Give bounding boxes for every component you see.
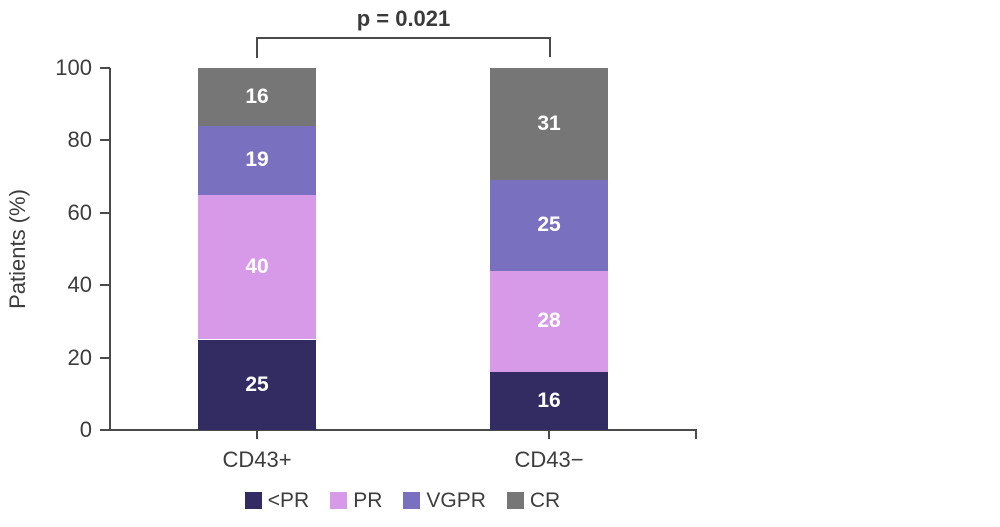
legend-item: PR xyxy=(330,490,382,511)
bar-value-label: 40 xyxy=(245,255,269,279)
y-tick-label: 80 xyxy=(67,127,92,153)
bar-segment: 40 xyxy=(198,194,316,340)
y-tick-label: 0 xyxy=(79,417,92,442)
chart-legend: <PR PR VGPR CR xyxy=(110,490,695,511)
legend-label: VGPR xyxy=(426,489,486,512)
legend-item: CR xyxy=(506,489,561,512)
y-tick-label: 60 xyxy=(67,199,92,225)
y-axis-line xyxy=(109,68,111,431)
x-axis-line xyxy=(109,429,697,431)
x-tick-mark xyxy=(548,430,550,439)
bar-segment: 16 xyxy=(490,372,608,430)
bracket-right-leg xyxy=(549,37,551,57)
bar-value-label: 25 xyxy=(537,213,561,237)
y-tick-mark xyxy=(100,356,110,359)
y-axis-title: Patients (%) xyxy=(5,189,30,309)
legend-label: CR xyxy=(529,489,561,512)
bar-value-label: 19 xyxy=(245,148,269,172)
y-tick-mark xyxy=(100,211,110,214)
bar-value-label: 31 xyxy=(537,112,561,136)
legend-swatch xyxy=(506,492,524,509)
bar-segment: 31 xyxy=(490,68,608,181)
legend-swatch xyxy=(244,492,262,509)
bar-value-label: 28 xyxy=(537,309,561,333)
legend-label: PR xyxy=(353,489,383,512)
bar-segment: 28 xyxy=(490,270,608,373)
legend-item: <PR xyxy=(244,489,310,512)
x-category-label: CD43− xyxy=(514,447,584,472)
bar-value-label: 25 xyxy=(245,372,269,396)
legend-item: VGPR xyxy=(403,490,486,511)
legend-swatch xyxy=(330,492,348,509)
bracket-left-leg xyxy=(256,37,258,58)
bar-segment: 16 xyxy=(198,68,316,126)
x-axis-end-tick xyxy=(695,429,697,439)
y-tick-mark xyxy=(100,284,110,287)
y-tick-label: 100 xyxy=(55,55,92,80)
y-tick-mark xyxy=(100,139,110,142)
y-tick-label: 40 xyxy=(67,272,92,298)
bar-segment: 19 xyxy=(198,125,316,195)
p-value-label: p = 0.021 xyxy=(356,6,451,31)
bar-value-label: 16 xyxy=(245,84,269,108)
x-tick-mark xyxy=(256,430,258,439)
legend-swatch xyxy=(403,492,421,509)
bar-value-label: 16 xyxy=(537,389,561,413)
legend-label: <PR xyxy=(267,489,310,512)
y-tick-mark xyxy=(100,67,110,69)
bracket-horizontal xyxy=(256,37,551,39)
x-category-label: CD43+ xyxy=(222,447,292,472)
y-tick-mark xyxy=(100,429,110,431)
bar-segment: 25 xyxy=(198,339,316,430)
bar-segment: 25 xyxy=(490,180,608,271)
y-tick-label: 20 xyxy=(67,344,92,370)
